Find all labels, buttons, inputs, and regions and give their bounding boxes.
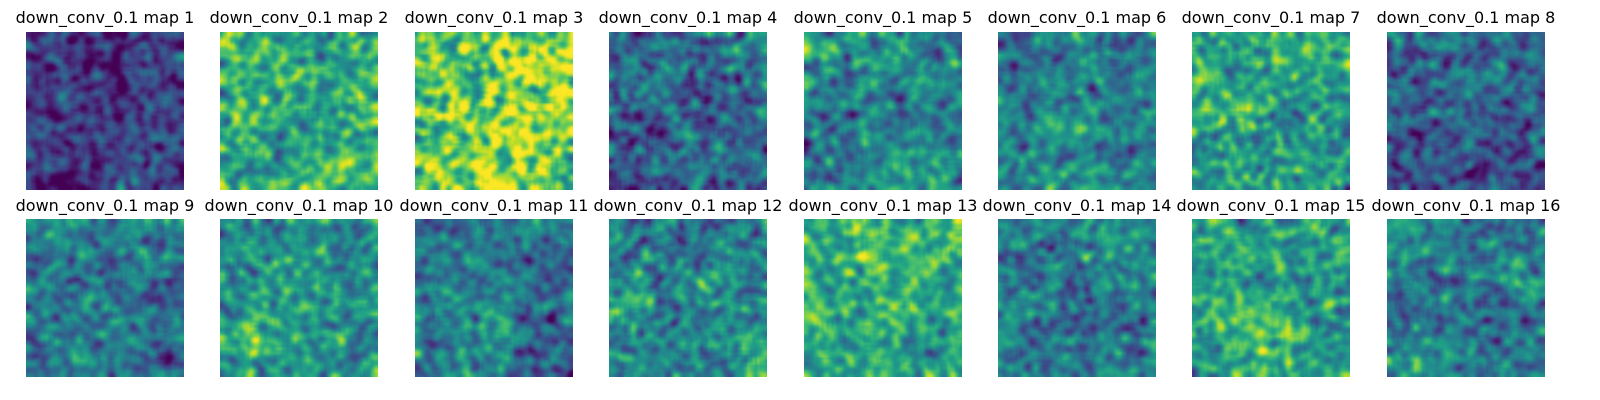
feature-map-image — [26, 219, 184, 377]
panel-title: down_conv_0.1 map 9 — [15, 196, 195, 215]
panel-title: down_conv_0.1 map 12 — [593, 196, 783, 215]
panel-title: down_conv_0.1 map 3 — [404, 8, 584, 27]
panel-title: down_conv_0.1 map 2 — [209, 8, 389, 27]
feature-map-image — [415, 32, 573, 190]
panel-title: down_conv_0.1 map 5 — [793, 8, 973, 27]
feature-map-image — [804, 219, 962, 377]
feature-map-image — [998, 32, 1156, 190]
panel-title: down_conv_0.1 map 14 — [982, 196, 1172, 215]
feature-map-image — [220, 219, 378, 377]
panel-title: down_conv_0.1 map 4 — [598, 8, 778, 27]
feature-map-image — [1387, 219, 1545, 377]
panel-title: down_conv_0.1 map 11 — [399, 196, 589, 215]
panel-title: down_conv_0.1 map 10 — [204, 196, 394, 215]
feature-map-image — [26, 32, 184, 190]
panel-title: down_conv_0.1 map 13 — [788, 196, 978, 215]
panel-title: down_conv_0.1 map 6 — [987, 8, 1167, 27]
feature-map-image — [609, 32, 767, 190]
panel-title: down_conv_0.1 map 15 — [1176, 196, 1366, 215]
panel-title: down_conv_0.1 map 8 — [1376, 8, 1556, 27]
panel-title: down_conv_0.1 map 1 — [15, 8, 195, 27]
feature-map-image — [220, 32, 378, 190]
feature-map-image — [998, 219, 1156, 377]
panel-title: down_conv_0.1 map 7 — [1181, 8, 1361, 27]
feature-map-image — [804, 32, 962, 190]
feature-map-image — [1192, 219, 1350, 377]
feature-map-image — [1387, 32, 1545, 190]
feature-map-image — [609, 219, 767, 377]
feature-map-image — [1192, 32, 1350, 190]
feature-map-image — [415, 219, 573, 377]
panel-title: down_conv_0.1 map 16 — [1371, 196, 1561, 215]
